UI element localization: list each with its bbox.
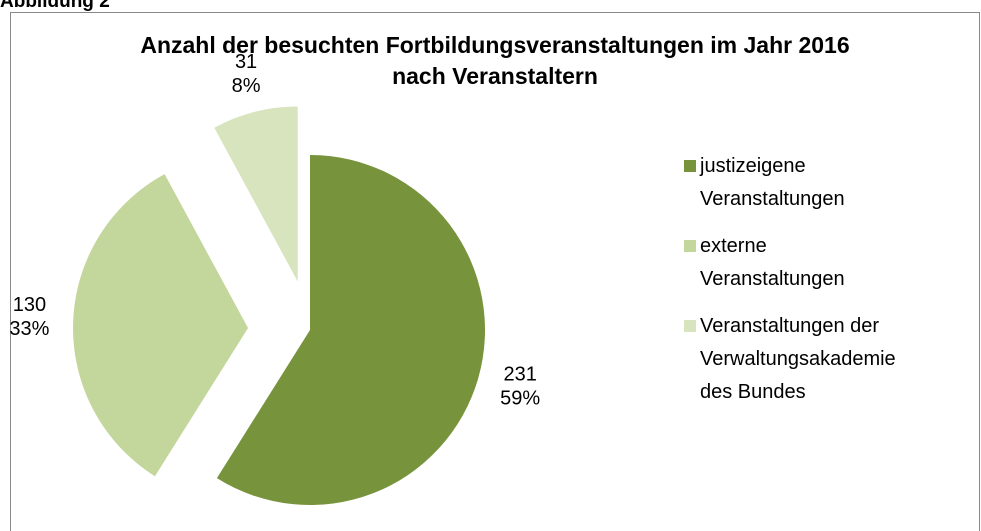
legend-label: justizeigene Veranstaltungen	[700, 155, 845, 210]
legend: justizeigene Veranstaltungen externe Vera…	[682, 150, 972, 423]
figure-label: Abbildung 2	[0, 0, 110, 12]
data-label: 31 8%	[232, 51, 261, 97]
data-label-percent: 8%	[232, 75, 261, 97]
chart-border	[10, 12, 980, 531]
data-label: 231 59%	[500, 364, 540, 410]
data-label-percent: 59%	[500, 388, 540, 410]
data-label: 130 33%	[9, 294, 49, 340]
legend-item: justizeigene Veranstaltungen	[682, 150, 972, 216]
pie-slice	[214, 106, 298, 282]
legend-swatch	[684, 160, 696, 172]
data-label-value: 231	[504, 364, 537, 386]
pie-slice	[216, 155, 485, 505]
legend-label: externe Veranstaltungen	[700, 235, 845, 290]
data-label-value: 130	[13, 294, 46, 316]
chart-title: Anzahl der besuchten Fortbildungsveranst…	[140, 32, 850, 89]
pie-slice	[73, 174, 249, 477]
data-label-percent: 33%	[9, 318, 49, 340]
legend-label: Veranstaltungen der Verwaltungsakademie …	[700, 315, 896, 403]
legend-item: externe Veranstaltungen	[682, 230, 972, 296]
legend-item: Veranstaltungen der Verwaltungsakademie …	[682, 310, 972, 409]
legend-swatch	[684, 240, 696, 252]
legend-swatch	[684, 320, 696, 332]
data-label-value: 31	[235, 51, 257, 73]
